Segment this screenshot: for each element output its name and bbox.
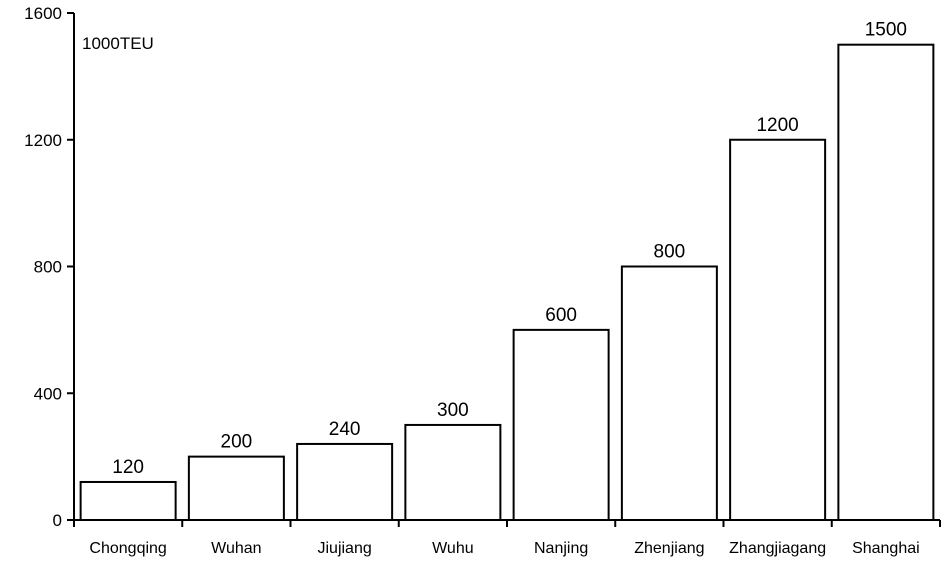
data-label: 300 xyxy=(437,400,469,421)
bar-jiujiang xyxy=(296,442,394,522)
category-label: Wuhan xyxy=(211,540,261,557)
data-label: 200 xyxy=(221,432,253,453)
data-label: 800 xyxy=(654,242,686,263)
data-labels: 120 200 240 300 600 800 1200 1500 xyxy=(112,20,907,478)
bar-chongqing xyxy=(79,480,177,522)
bar-wuhan xyxy=(187,455,285,521)
y-tick-label: 800 xyxy=(34,258,62,277)
unit-label: 1000TEU xyxy=(82,34,154,53)
category-labels: Chongqing Wuhan Jiujiang Wuhu Nanjing Zhenjia… xyxy=(89,540,919,557)
y-tick-label: 400 xyxy=(34,384,62,403)
data-label: 1200 xyxy=(756,115,798,136)
bars xyxy=(79,43,935,522)
bar-zhenjiang xyxy=(620,265,718,521)
data-label: 240 xyxy=(329,419,361,440)
y-tick-label: 1600 xyxy=(24,4,62,23)
category-label: Chongqing xyxy=(89,540,166,557)
y-axis-ticks: 0 400 800 1200 1600 xyxy=(24,4,74,530)
category-label: Zhenjiang xyxy=(634,540,704,557)
y-tick-label: 1200 xyxy=(24,131,62,150)
data-label: 600 xyxy=(545,305,577,326)
category-label: Jiujiang xyxy=(317,540,371,557)
category-label: Zhangjiagang xyxy=(729,540,826,557)
bar-nanjing xyxy=(512,328,610,521)
y-tick-label: 0 xyxy=(53,511,62,530)
bar-wuhu xyxy=(404,423,502,521)
category-label: Wuhu xyxy=(432,540,474,557)
data-label: 1500 xyxy=(865,20,907,41)
bar-zhangjiagang xyxy=(729,138,827,521)
category-label: Nanjing xyxy=(534,540,588,557)
x-axis-ticks xyxy=(73,520,941,527)
bar-shanghai xyxy=(837,43,935,521)
category-label: Shanghai xyxy=(852,540,920,557)
data-label: 120 xyxy=(112,457,144,478)
